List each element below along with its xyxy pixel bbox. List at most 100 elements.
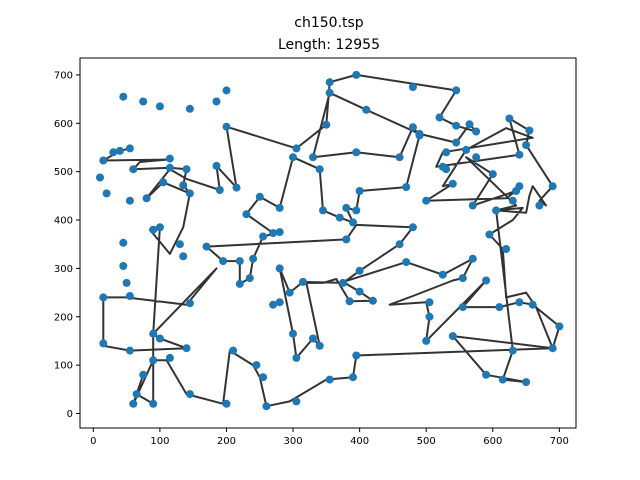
city-point — [235, 257, 244, 266]
city-point — [355, 266, 364, 275]
city-point — [125, 346, 134, 355]
city-point — [289, 153, 297, 162]
city-point — [442, 148, 451, 157]
city-point — [275, 203, 284, 212]
city-point — [179, 181, 188, 190]
city-point — [342, 203, 351, 212]
city-point — [99, 156, 108, 165]
x-tick-label: 400 — [350, 436, 369, 447]
route-layer — [102, 73, 561, 408]
city-point — [528, 300, 537, 309]
city-point — [159, 178, 168, 187]
city-point — [315, 165, 324, 174]
city-point — [119, 92, 128, 101]
y-tick-label: 100 — [54, 361, 73, 372]
city-point — [339, 278, 347, 287]
city-point — [132, 390, 141, 399]
city-point — [402, 258, 411, 267]
city-point — [395, 240, 404, 249]
city-point — [149, 329, 158, 338]
city-point — [522, 378, 531, 387]
city-point — [438, 270, 447, 279]
city-point — [515, 298, 524, 307]
city-point — [435, 113, 444, 122]
y-tick-label: 200 — [54, 312, 73, 323]
city-point — [505, 114, 514, 123]
city-point — [342, 235, 351, 244]
city-point — [402, 183, 411, 192]
city-point — [179, 252, 188, 261]
city-point — [355, 287, 364, 296]
city-point — [232, 183, 241, 192]
city-point — [149, 225, 158, 234]
city-point — [175, 240, 184, 249]
city-point — [408, 123, 417, 132]
city-point — [485, 230, 494, 239]
city-point — [468, 201, 477, 210]
city-point — [275, 228, 284, 237]
city-point — [165, 353, 174, 362]
city-point — [448, 179, 457, 188]
x-tick-label: 100 — [150, 436, 169, 447]
x-tick-label: 600 — [483, 436, 502, 447]
city-point — [155, 102, 164, 111]
city-point — [235, 279, 244, 288]
city-point — [352, 206, 361, 215]
city-point — [472, 153, 481, 162]
city-point — [292, 397, 301, 406]
city-point — [495, 303, 504, 312]
city-point — [292, 144, 301, 153]
city-point — [185, 189, 194, 198]
y-tick-label: 700 — [54, 70, 73, 81]
axis-ticks: 0 100 200 300 400 500 600 700 0 100 200 300 400 500 60… — [54, 70, 569, 447]
city-point — [222, 122, 231, 131]
city-point — [139, 97, 148, 106]
city-point — [249, 254, 258, 263]
city-point — [482, 370, 491, 379]
city-point — [355, 187, 364, 195]
city-point — [155, 223, 164, 232]
city-point — [99, 293, 108, 302]
city-point — [202, 242, 211, 251]
city-point — [182, 165, 191, 174]
city-point — [548, 182, 557, 191]
city-point — [408, 83, 417, 91]
city-point — [452, 86, 461, 95]
city-point — [482, 276, 491, 285]
city-point — [548, 344, 557, 353]
city-point — [368, 296, 377, 305]
city-point — [472, 127, 481, 136]
city-point — [122, 278, 131, 287]
city-point — [525, 126, 534, 135]
y-tick-label: 0 — [67, 409, 73, 420]
city-point — [285, 288, 294, 297]
city-point — [185, 104, 194, 113]
city-point — [408, 223, 417, 232]
chart-title: ch150.tsp — [294, 15, 364, 31]
tour-route-line — [102, 73, 561, 408]
x-tick-label: 500 — [417, 436, 436, 447]
cities-layer — [96, 70, 564, 411]
x-tick-label: 300 — [284, 436, 303, 447]
city-point — [185, 390, 194, 399]
city-point — [139, 370, 148, 379]
city-point — [142, 194, 151, 203]
city-point — [262, 402, 271, 411]
city-point — [448, 332, 457, 341]
city-point — [458, 274, 467, 283]
city-point — [255, 192, 264, 201]
city-point — [488, 170, 497, 179]
city-point — [252, 361, 261, 370]
city-point — [515, 150, 524, 159]
city-point — [275, 298, 284, 307]
y-tick-label: 600 — [54, 119, 73, 130]
city-point — [109, 148, 118, 157]
city-point — [309, 153, 317, 162]
city-point — [125, 196, 134, 205]
city-point — [292, 353, 301, 362]
city-point — [212, 97, 221, 106]
city-point — [352, 148, 361, 157]
city-point — [275, 264, 284, 273]
city-point — [422, 336, 431, 345]
city-point — [468, 254, 477, 263]
